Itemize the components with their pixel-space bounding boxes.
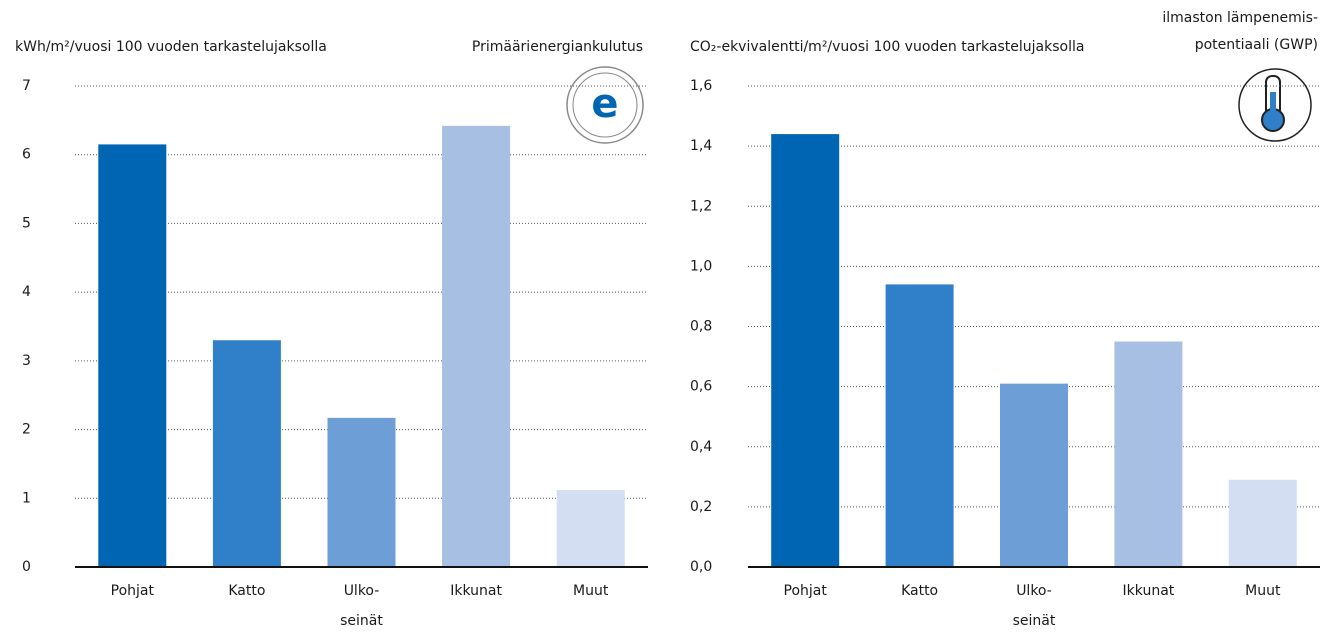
y-axis-label: CO₂-ekvivalentti/m²/vuosi 100 vuoden tar… xyxy=(690,39,1084,55)
bar xyxy=(771,134,840,567)
y-tick-label: 0 xyxy=(22,559,31,575)
x-tick-label: Katto xyxy=(901,583,938,599)
chart-title: ilmaston lämpenemis-potentiaali (GWP) xyxy=(1162,10,1318,53)
x-tick-label: Muut xyxy=(573,583,609,599)
y-tick-label: 0,0 xyxy=(690,559,712,575)
y-tick-label: 0,8 xyxy=(690,319,712,335)
bar xyxy=(327,417,396,567)
bar xyxy=(1000,383,1068,567)
y-tick-label: 1 xyxy=(22,490,31,506)
bar xyxy=(98,144,167,567)
y-tick-label: 1,0 xyxy=(690,258,712,274)
y-tick-label: 1,6 xyxy=(690,78,712,94)
y-tick-label: 3 xyxy=(22,353,31,369)
y-tick-label: 5 xyxy=(22,215,31,231)
bar xyxy=(442,125,511,568)
x-tick-label: Muut xyxy=(1245,583,1281,599)
y-tick-label: 7 xyxy=(22,78,31,94)
bar xyxy=(556,490,625,567)
y-axis-label: kWh/m²/vuosi 100 vuoden tarkastelujaksol… xyxy=(15,39,327,55)
x-tick-label: Ikkunat xyxy=(450,583,502,599)
y-tick-label: 0,6 xyxy=(690,379,712,395)
x-tick-label: Pohjat xyxy=(111,583,155,599)
y-tick-label: 6 xyxy=(22,147,31,163)
y-tick-label: 0,4 xyxy=(690,439,712,455)
x-tick-label: Ulko-seinät xyxy=(340,583,383,629)
y-tick-label: 4 xyxy=(22,284,31,300)
y-tick-label: 2 xyxy=(22,422,31,438)
bar xyxy=(885,284,954,567)
bar xyxy=(1114,341,1183,567)
energy-icon: e xyxy=(566,66,644,144)
y-tick-label: 1,4 xyxy=(690,138,712,154)
y-tick-label: 0,2 xyxy=(690,499,712,515)
bar xyxy=(212,340,281,567)
x-tick-label: Katto xyxy=(228,583,265,599)
x-tick-label: Ulko-seinät xyxy=(1013,583,1056,629)
y-tick-label: 1,2 xyxy=(690,198,712,214)
bar xyxy=(1228,479,1297,567)
thermometer-icon xyxy=(1238,68,1312,142)
x-tick-label: Pohjat xyxy=(784,583,828,599)
x-tick-label: Ikkunat xyxy=(1123,583,1175,599)
chart-title: Primäärienergiankulutus xyxy=(472,39,643,55)
svg-text:e: e xyxy=(591,81,618,127)
